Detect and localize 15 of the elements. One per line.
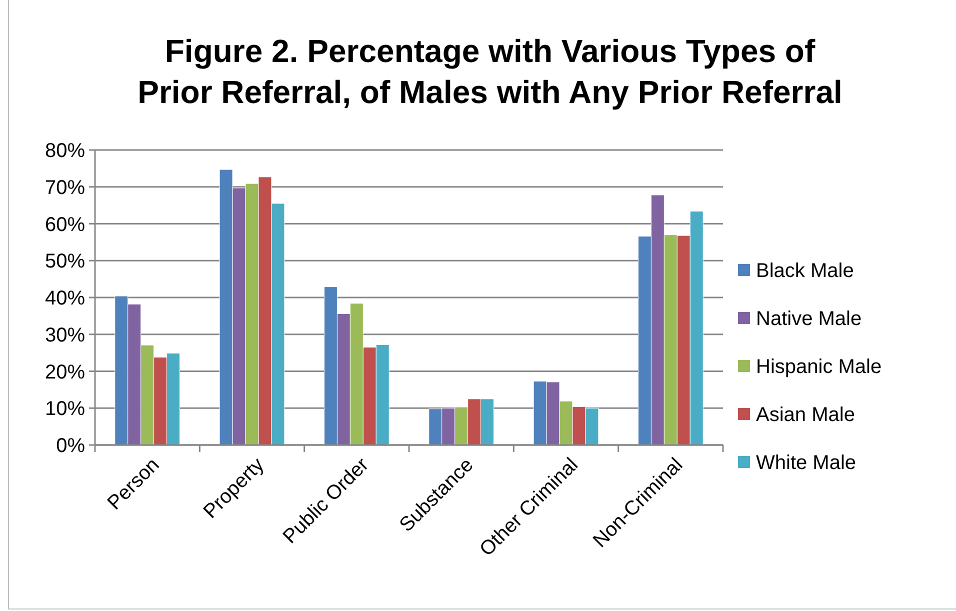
y-tick-label: 60% — [44, 214, 86, 236]
legend-label: White Male — [756, 452, 856, 474]
legend-label: Hispanic Male — [756, 356, 882, 378]
y-tick-label: 70% — [44, 176, 86, 199]
y-tick-label: 0% — [56, 435, 86, 457]
y-tick-label: 20% — [44, 361, 86, 384]
y-tick-label: 40% — [44, 288, 86, 310]
chart-title: Figure 2. Percentage with Various Types of Prior Referral, of Males with Any Prior Referral — [138, 33, 842, 110]
y-tick-label: 30% — [44, 324, 86, 346]
legend-label: Asian Male — [756, 404, 855, 426]
legend-label: Native Male — [756, 308, 862, 330]
y-tick-label: 10% — [44, 398, 86, 420]
legend-label: Black Male — [756, 260, 854, 282]
y-tick-label: 50% — [44, 250, 86, 273]
y-tick-label: 80% — [44, 140, 86, 162]
